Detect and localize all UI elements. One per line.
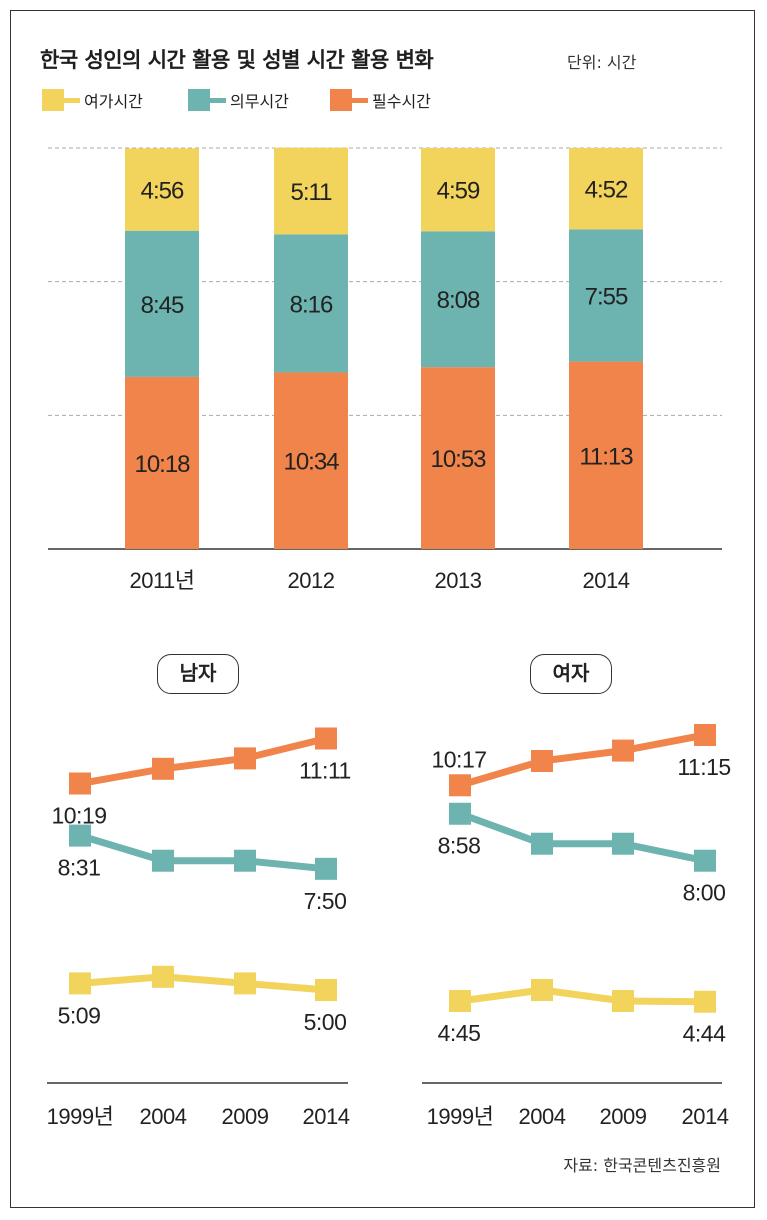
- bar-essential-0: [125, 376, 199, 549]
- female-start-label-leisure: 4:45: [438, 1020, 481, 1046]
- male-end-label-essential: 11:11: [299, 757, 351, 783]
- female-marker-leisure-1: [531, 979, 553, 1001]
- legend-label-obligatory: 의무시간: [230, 92, 289, 111]
- chart-title: 한국 성인의 시간 활용 및 성별 시간 활용 변화: [40, 48, 434, 72]
- male-marker-essential-0: [69, 772, 91, 795]
- x-tick-label-2: 2013: [435, 568, 482, 593]
- female-x-tick-label-1: 2004: [519, 1104, 566, 1129]
- female-line-essential: [459, 731, 706, 789]
- female-x-tick-label-2: 2009: [600, 1104, 647, 1129]
- male-panel-title: 남자: [157, 654, 239, 694]
- male-x-tick-label-3: 2014: [303, 1104, 350, 1129]
- bar-value-label-obligatory-3: 7:55: [585, 283, 628, 310]
- bar-obligatory-1: [274, 234, 348, 373]
- bar-leisure-2: [421, 148, 495, 232]
- male-line-essential: [79, 735, 327, 787]
- female-end-label-leisure: 4:44: [683, 1021, 726, 1047]
- bar-obligatory-0: [125, 230, 199, 377]
- x-tick-label-0: 2011년: [129, 568, 194, 593]
- male-line-obligatory: [78, 832, 327, 873]
- legend-swatch-obligatory: [188, 88, 226, 112]
- male-x-tick-label-1: 2004: [140, 1104, 187, 1129]
- male-line-leisure: [79, 973, 327, 994]
- x-tick-label-1: 2012: [288, 568, 335, 593]
- male-marker-leisure-2: [234, 972, 256, 995]
- male-start-label-obligatory: 8:31: [58, 855, 101, 881]
- x-tick-label-3: 2014: [583, 568, 630, 593]
- male-end-label-leisure: 5:00: [304, 1009, 347, 1035]
- female-marker-leisure-0: [449, 990, 471, 1012]
- male-marker-essential-2: [234, 747, 256, 770]
- female-marker-obligatory-1: [531, 832, 553, 855]
- male-x-tick-label-2: 2009: [222, 1104, 269, 1129]
- male-end-label-obligatory: 7:50: [304, 888, 347, 914]
- bar-leisure-0: [125, 148, 199, 231]
- male-start-label-essential: 10:19: [51, 803, 106, 829]
- bar-leisure-1: [274, 147, 348, 235]
- bar-obligatory-3: [569, 229, 643, 362]
- male-marker-obligatory-1: [152, 849, 174, 872]
- female-panel-title: 여자: [530, 654, 612, 694]
- bar-value-label-essential-2: 10:53: [430, 446, 486, 473]
- bar-value-label-obligatory-1: 8:16: [290, 291, 333, 318]
- bar-essential-3: [569, 361, 643, 549]
- legend-swatch-leisure: [42, 88, 80, 112]
- bar-value-label-obligatory-0: 8:45: [141, 292, 184, 319]
- male-marker-essential-1: [152, 757, 174, 780]
- source-note: 자료: 한국콘텐츠진흥원: [563, 1156, 721, 1175]
- female-marker-leisure-2: [612, 990, 634, 1012]
- female-marker-essential-2: [612, 739, 634, 762]
- bar-essential-1: [274, 372, 348, 549]
- female-line-leisure: [459, 986, 706, 1006]
- legend-item-obligatory: 의무시간: [188, 86, 289, 114]
- legend-item-leisure: 여가시간: [42, 86, 143, 114]
- bar-value-label-essential-3: 11:13: [579, 443, 633, 470]
- female-marker-obligatory-2: [612, 832, 634, 855]
- male-marker-leisure-0: [69, 972, 91, 995]
- male-marker-essential-3: [315, 727, 337, 750]
- male-x-tick-label-0: 1999년: [47, 1104, 114, 1129]
- female-start-label-essential: 10:17: [431, 746, 486, 772]
- legend-item-essential: 필수시간: [330, 86, 431, 114]
- bar-value-label-leisure-1: 5:11: [291, 179, 333, 206]
- female-marker-obligatory-3: [694, 849, 716, 872]
- female-line-obligatory: [458, 810, 706, 865]
- female-marker-essential-1: [531, 750, 553, 772]
- female-x-tick-label-3: 2014: [682, 1104, 729, 1129]
- male-marker-obligatory-0: [69, 824, 91, 847]
- unit-label: 단위: 시간: [567, 53, 637, 72]
- bar-value-label-essential-0: 10:18: [134, 451, 190, 478]
- female-x-tick-label-0: 1999년: [427, 1104, 494, 1129]
- bar-value-label-leisure-3: 4:52: [585, 177, 628, 204]
- bar-value-label-leisure-2: 4:59: [437, 178, 480, 205]
- bar-obligatory-2: [421, 231, 495, 368]
- female-marker-leisure-3: [694, 990, 716, 1013]
- male-marker-obligatory-2: [234, 849, 256, 872]
- female-end-label-obligatory: 8:00: [683, 880, 726, 906]
- bar-essential-2: [421, 367, 495, 549]
- male-marker-leisure-1: [152, 965, 174, 988]
- legend-swatch-essential: [330, 88, 368, 112]
- legend-label-essential: 필수시간: [372, 92, 431, 111]
- female-end-label-essential: 11:15: [677, 754, 730, 780]
- female-marker-essential-0: [449, 774, 471, 797]
- male-start-label-leisure: 5:09: [58, 1002, 101, 1028]
- bar-leisure-3: [569, 147, 643, 230]
- male-marker-obligatory-3: [315, 857, 337, 880]
- female-marker-essential-3: [694, 724, 716, 746]
- female-start-label-obligatory: 8:58: [438, 833, 481, 859]
- bar-value-label-leisure-0: 4:56: [141, 177, 184, 204]
- bar-value-label-obligatory-2: 8:08: [437, 287, 480, 314]
- legend-label-leisure: 여가시간: [84, 92, 143, 111]
- bar-value-label-essential-1: 10:34: [283, 449, 339, 476]
- female-marker-obligatory-0: [449, 802, 471, 825]
- male-marker-leisure-3: [315, 979, 337, 1001]
